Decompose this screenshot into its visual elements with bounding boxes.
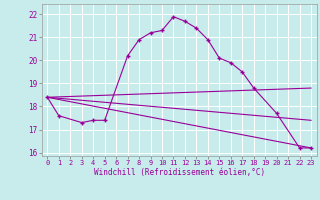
X-axis label: Windchill (Refroidissement éolien,°C): Windchill (Refroidissement éolien,°C) [94,168,265,177]
